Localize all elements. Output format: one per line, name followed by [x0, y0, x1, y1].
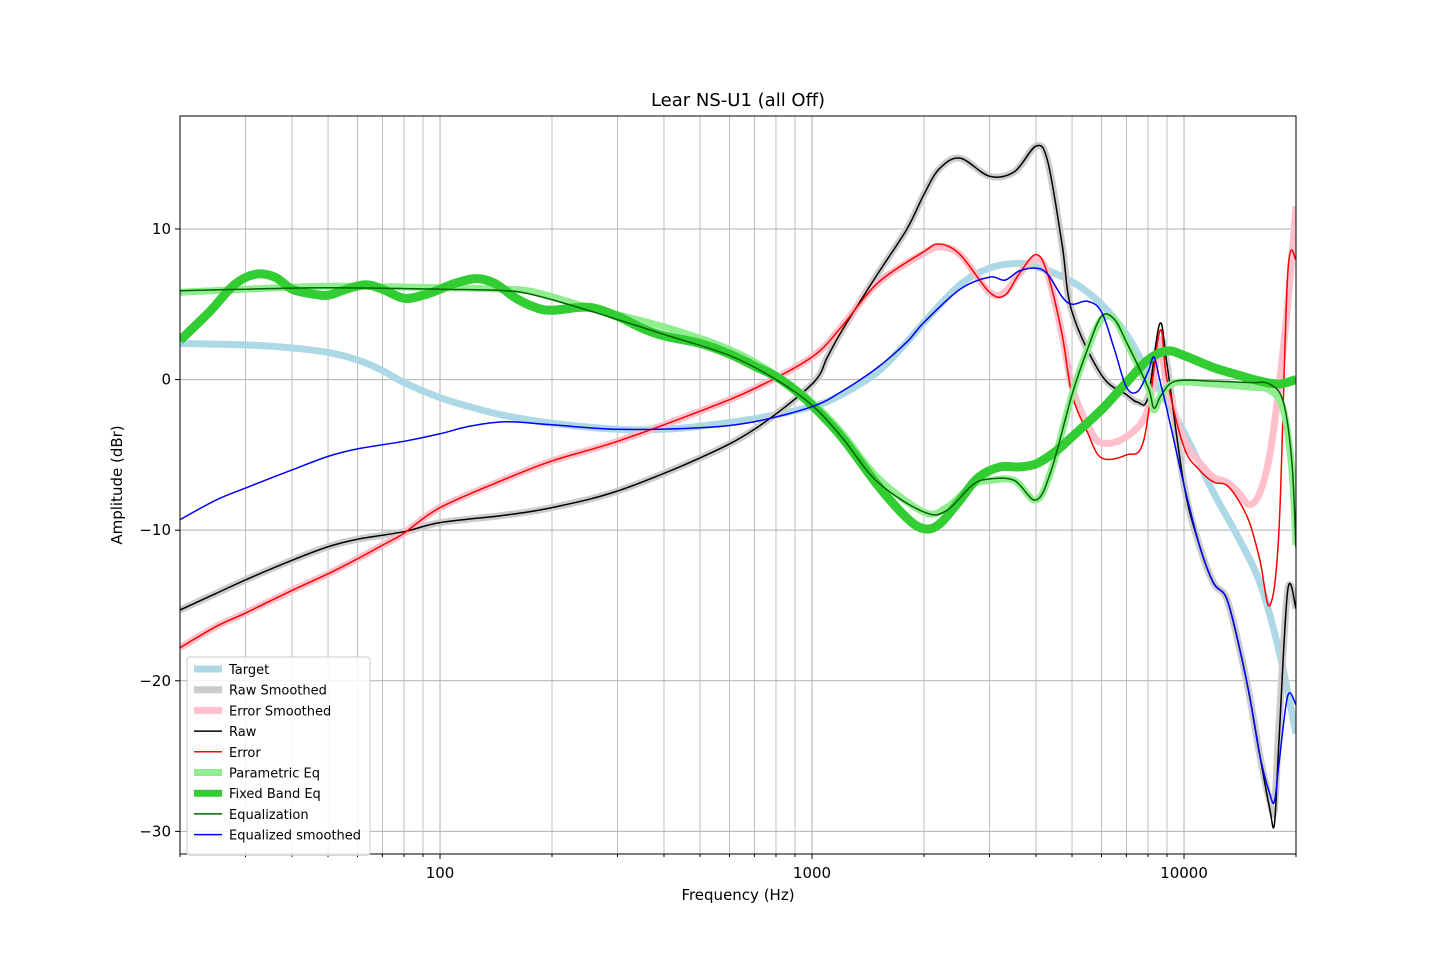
x-axis-label: Frequency (Hz)	[681, 886, 794, 904]
x-tick-label: 1000	[793, 864, 831, 882]
legend-label-error-smoothed: Error Smoothed	[229, 704, 331, 719]
chart-title: Lear NS-U1 (all Off)	[651, 90, 825, 111]
plot-frame	[179, 115, 1297, 855]
y-tick-label: −10	[139, 521, 171, 539]
y-axis-label: Amplitude (dBr)	[108, 425, 126, 544]
x-tick-label: 10000	[1160, 864, 1208, 882]
y-tick-label: 10	[152, 220, 171, 238]
y-tick-label: −30	[139, 822, 171, 840]
legend-label-error: Error	[229, 746, 261, 761]
legend-label-fixed-band-eq: Fixed Band Eq	[229, 787, 321, 802]
series-group	[180, 141, 1296, 829]
x-tick-label: 100	[426, 864, 455, 882]
legend-label-raw: Raw	[229, 725, 257, 740]
grid	[179, 116, 1297, 854]
legend-label-target: Target	[228, 663, 269, 678]
series-line-equalized-smoothed	[180, 267, 1296, 805]
y-tick-label: −20	[139, 672, 171, 690]
legend-box	[186, 656, 371, 856]
legend: Target Raw Smoothed Error Smoothed Raw Error…	[186, 656, 371, 856]
legend-label-raw-smoothed: Raw Smoothed	[229, 684, 327, 699]
legend-label-equalized-smoothed: Equalized smoothed	[229, 829, 361, 844]
series-line-error	[180, 243, 1296, 649]
legend-label-parametric-eq: Parametric Eq	[229, 767, 320, 782]
series-line-equalization	[180, 286, 1296, 549]
y-tick-label: 0	[161, 371, 171, 389]
legend-label-equalization: Equalization	[229, 808, 309, 823]
series-line-fixed-band-eq	[180, 269, 1296, 534]
